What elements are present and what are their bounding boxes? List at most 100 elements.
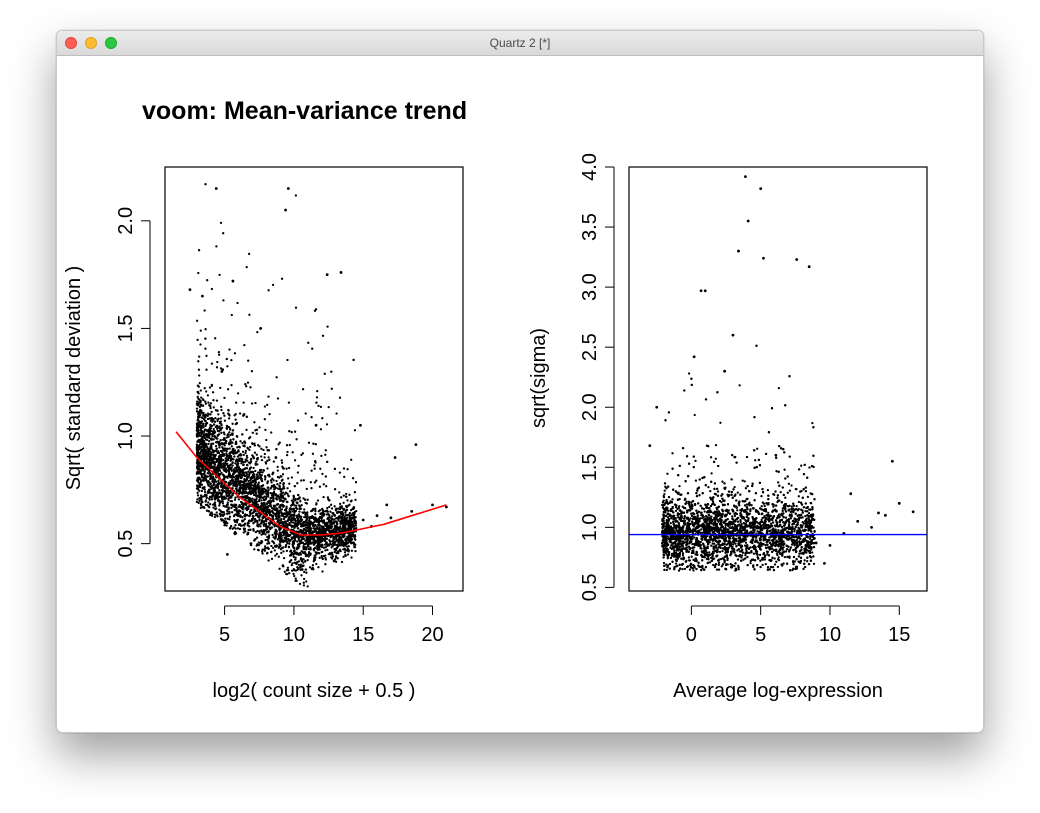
scatter-point bbox=[287, 401, 291, 404]
scatter-point bbox=[324, 522, 327, 525]
scatter-point bbox=[255, 477, 258, 480]
minimize-button[interactable] bbox=[85, 37, 97, 49]
scatter-point bbox=[202, 411, 205, 415]
scatter-point bbox=[212, 427, 215, 431]
scatter-point bbox=[252, 455, 255, 458]
scatter-point bbox=[222, 473, 225, 477]
scatter-point bbox=[351, 477, 355, 480]
scatter-point bbox=[218, 433, 221, 436]
scatter-point bbox=[347, 545, 350, 548]
scatter-point bbox=[283, 533, 287, 536]
scatter-point bbox=[201, 448, 204, 451]
scatter-point bbox=[215, 399, 219, 402]
scatter-point bbox=[231, 279, 235, 283]
scatter-point bbox=[247, 475, 251, 478]
scatter-point bbox=[214, 453, 217, 457]
scatter-point bbox=[231, 473, 235, 476]
scatter-point bbox=[272, 512, 275, 515]
scatter-point bbox=[298, 505, 302, 508]
scatter-point bbox=[299, 540, 302, 543]
scatter-point bbox=[336, 511, 339, 514]
scatter-point bbox=[225, 452, 228, 455]
scatter-point bbox=[319, 467, 322, 470]
zoom-button[interactable] bbox=[105, 37, 117, 49]
scatter-point bbox=[203, 472, 206, 475]
scatter-point bbox=[218, 488, 221, 492]
scatter-point bbox=[258, 426, 261, 429]
scatter-point bbox=[195, 466, 199, 470]
scatter-point bbox=[197, 464, 200, 467]
scatter-point bbox=[223, 485, 227, 488]
scatter-point bbox=[237, 509, 240, 513]
scatter-point bbox=[196, 431, 200, 434]
scatter-point bbox=[207, 413, 210, 416]
scatter-point bbox=[247, 505, 250, 509]
scatter-point bbox=[223, 433, 226, 436]
scatter-point bbox=[280, 508, 284, 511]
scatter-point bbox=[308, 553, 312, 556]
scatter-point bbox=[195, 407, 199, 410]
scatter-point bbox=[273, 487, 277, 490]
scatter-point bbox=[346, 553, 350, 556]
scatter-point bbox=[246, 456, 249, 459]
scatter-point bbox=[339, 271, 343, 274]
scatter-point bbox=[317, 404, 320, 408]
scatter-point bbox=[289, 533, 292, 537]
scatter-point bbox=[313, 528, 317, 531]
scatter-point bbox=[283, 570, 286, 573]
scatter-point bbox=[294, 519, 297, 523]
scatter-point bbox=[241, 516, 244, 519]
scatter-point bbox=[215, 449, 218, 453]
scatter-point bbox=[201, 450, 204, 454]
scatter-point bbox=[225, 504, 229, 507]
scatter-point bbox=[293, 511, 296, 514]
scatter-point bbox=[221, 490, 224, 494]
scatter-point bbox=[197, 410, 200, 414]
scatter-point bbox=[270, 526, 274, 529]
scatter-point bbox=[258, 518, 261, 521]
scatter-point bbox=[238, 483, 242, 487]
scatter-point bbox=[323, 535, 327, 539]
scatter-point bbox=[263, 522, 266, 526]
scatter-point bbox=[200, 473, 203, 476]
scatter-point bbox=[288, 522, 291, 525]
scatter-point bbox=[265, 520, 268, 523]
scatter-point bbox=[319, 428, 323, 431]
scatter-point bbox=[292, 568, 296, 571]
scatter-point bbox=[292, 502, 295, 505]
scatter-point bbox=[348, 517, 351, 520]
scatter-point bbox=[291, 451, 294, 454]
scatter-point bbox=[214, 507, 218, 510]
scatter-point bbox=[243, 474, 246, 478]
scatter-point bbox=[277, 512, 280, 515]
scatter-point bbox=[324, 475, 328, 478]
scatter-point bbox=[344, 538, 347, 542]
scatter-point bbox=[271, 477, 274, 480]
scatter-point bbox=[338, 511, 341, 514]
scatter-point bbox=[290, 538, 293, 541]
close-button[interactable] bbox=[65, 37, 77, 49]
scatter-point bbox=[198, 405, 202, 409]
scatter-point bbox=[332, 559, 336, 563]
scatter-point bbox=[230, 358, 233, 362]
scatter-point bbox=[235, 435, 238, 438]
scatter-point bbox=[295, 438, 298, 441]
scatter-point bbox=[325, 543, 328, 546]
scatter-point bbox=[313, 481, 317, 484]
scatter-point bbox=[332, 542, 335, 545]
scatter-point bbox=[286, 487, 289, 490]
scatter-point bbox=[196, 450, 199, 453]
scatter-point bbox=[225, 524, 228, 527]
scatter-point bbox=[270, 507, 274, 510]
title-bar[interactable]: Quartz 2 [*] bbox=[57, 31, 983, 56]
scatter-point bbox=[299, 500, 302, 503]
scatter-point bbox=[243, 440, 246, 443]
scatter-point bbox=[336, 539, 339, 542]
scatter-point bbox=[302, 564, 305, 567]
scatter-point bbox=[339, 536, 342, 539]
scatter-point bbox=[239, 454, 243, 457]
scatter-point bbox=[295, 579, 298, 582]
scatter-point bbox=[248, 514, 251, 517]
scatter-point bbox=[280, 492, 283, 495]
scatter-point bbox=[234, 440, 238, 443]
